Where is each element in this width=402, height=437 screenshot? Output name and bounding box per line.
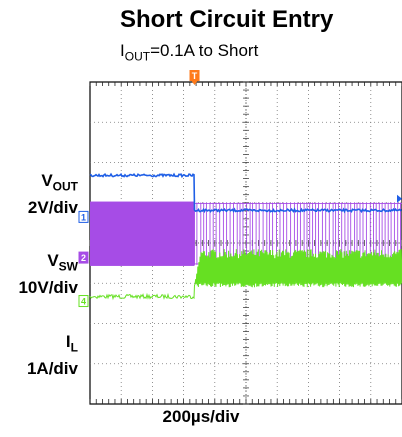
vout-label: VOUT 2V/div xyxy=(0,170,78,218)
trigger-marker xyxy=(189,70,200,81)
chart-title: Short Circuit Entry xyxy=(120,6,334,33)
chart-subtitle: IOUT=0.1A to Short xyxy=(120,41,258,63)
vout-scale: 2V/div xyxy=(27,198,78,218)
subtitle-sub: OUT xyxy=(124,49,151,64)
vout-trace xyxy=(89,172,402,214)
il-name: IL xyxy=(65,332,78,355)
ch2-marker-label: 2 xyxy=(81,253,86,263)
vsw-scale: 10V/div xyxy=(18,278,78,298)
vsw-label: VSW 10V/div xyxy=(0,250,78,298)
ch1-marker-box xyxy=(78,210,89,223)
vsw-name: VSW xyxy=(47,251,78,274)
ch1-marker-label: 1 xyxy=(81,212,86,222)
trigger-arrow xyxy=(191,81,198,85)
subtitle-prefix: I xyxy=(120,41,125,60)
trigger-level-marker xyxy=(397,194,402,203)
il-scale: 1A/div xyxy=(26,359,78,379)
ch2-marker-box xyxy=(78,251,89,264)
il-trace xyxy=(89,249,402,301)
vsw-dense-switching xyxy=(90,201,195,266)
vout-name: VOUT xyxy=(41,171,78,194)
ch4-marker-label: 4 xyxy=(81,297,86,307)
ch4-marker-box xyxy=(78,295,89,308)
subtitle-suffix: =0.1A to Short xyxy=(150,41,259,60)
il-label: IL 1A/div xyxy=(0,331,78,379)
trigger-marker-label: T xyxy=(192,71,198,81)
time-scale-label: 200µs/div xyxy=(162,407,240,426)
vsw-trace xyxy=(194,202,402,265)
